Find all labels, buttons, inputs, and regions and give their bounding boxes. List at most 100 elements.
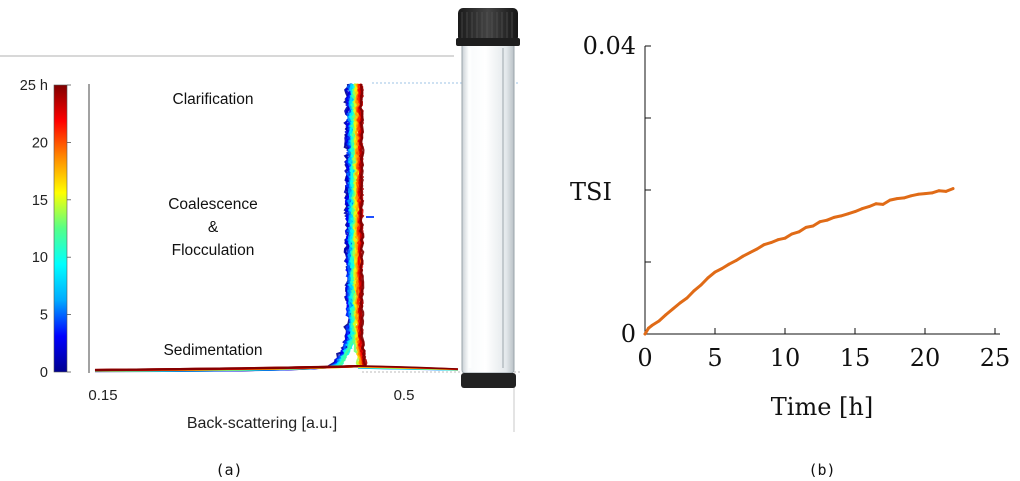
backscatter-peak-curve — [357, 365, 459, 370]
caption-a: (a) — [215, 461, 242, 479]
flocculation-label: Flocculation — [172, 242, 255, 259]
backscatter-profile-curve — [94, 83, 358, 372]
vial-cap-rim — [456, 38, 520, 46]
backscatter-profile-curve — [94, 83, 359, 372]
tsi-data-point — [720, 267, 724, 270]
tsi-data-point — [692, 289, 696, 293]
tsi-x-tick-label: 10 — [770, 344, 801, 372]
tsi-plot: 00.04 0 5 10 15 20 25 — [583, 32, 1011, 372]
tsi-data-point — [930, 191, 934, 195]
backscatter-profile-curve — [94, 83, 366, 372]
panel-a: 25 h 20 15 10 5 0 Clarification Coalescence &… — [0, 8, 520, 479]
tsi-data-point — [923, 192, 927, 196]
vial-base — [461, 373, 516, 388]
tsi-data-point — [874, 202, 878, 206]
tsi-x-tick-label: 15 — [840, 344, 871, 372]
backscatter-profile-curve — [94, 83, 367, 372]
backscatter-profile-curve — [94, 83, 361, 372]
tsi-x-tick-label: 5 — [707, 344, 722, 372]
tsi-x-tick-label: 20 — [910, 344, 941, 372]
backscatter-profile-curve — [94, 83, 358, 372]
backscatter-profile-curve — [94, 83, 363, 372]
tsi-data-point — [888, 198, 892, 202]
vial-cap — [458, 8, 518, 42]
tsi-x-axis-label: Time [h] — [771, 393, 873, 421]
backscatter-profile-curve — [94, 83, 360, 372]
tsi-data-point — [783, 236, 787, 240]
tsi-x-tick-label: 0 — [637, 344, 652, 372]
backscatter-profile-curve — [94, 83, 355, 372]
tsi-data-point — [657, 319, 661, 323]
tsi-data-point — [916, 192, 920, 196]
ampersand-label: & — [208, 219, 219, 236]
colorbar-tick-label: 0 — [40, 365, 48, 381]
tsi-data-point — [671, 307, 675, 311]
tsi-data-point — [818, 220, 822, 224]
backscatter-profile-curve — [94, 83, 355, 372]
x-tick-label-0.5: 0.5 — [394, 387, 415, 404]
tsi-data-point — [832, 216, 836, 219]
tsi-data-point — [811, 224, 815, 228]
backscatter-profile-curve — [94, 83, 354, 373]
tsi-data-points — [643, 187, 955, 336]
tsi-y-axis-label: TSI — [570, 178, 612, 206]
tsi-data-point — [748, 251, 752, 255]
tsi-data-point — [937, 189, 941, 193]
colorbar-tick-label: 5 — [40, 308, 48, 324]
backscattering-profiles — [94, 83, 459, 373]
tsi-data-point — [867, 205, 871, 209]
backscatter-profile-curve — [94, 83, 366, 372]
backscatter-profile-curve — [94, 83, 356, 372]
tsi-data-point — [769, 241, 773, 245]
backscatter-profile-curve — [94, 83, 366, 372]
tsi-data-point — [846, 212, 850, 216]
tsi-y-ticks: 00.04 — [583, 32, 651, 348]
tsi-data-point — [664, 313, 668, 316]
tsi-data-point — [650, 324, 654, 327]
panel-b: 00.04 0 5 10 15 20 25 TSI Time [h] (b) — [570, 32, 1010, 479]
tsi-data-point — [706, 276, 710, 280]
backscatter-profile-curve — [94, 83, 368, 372]
panel-a-x-axis-label: Back-scattering [a.u.] — [187, 415, 337, 432]
tsi-data-point — [804, 226, 808, 229]
sample-vial — [456, 8, 520, 388]
backscatter-profile-curve — [94, 83, 366, 372]
tsi-data-point — [881, 203, 885, 206]
tsi-data-point — [825, 218, 829, 222]
tsi-data-point — [699, 283, 703, 287]
tsi-data-point — [902, 196, 906, 200]
backscatter-profile-curve — [94, 83, 357, 372]
backscatter-profile-curve — [94, 83, 368, 372]
backscatter-profile-curve — [94, 83, 354, 373]
tsi-data-point — [944, 190, 948, 193]
tsi-data-point — [776, 238, 780, 242]
colorbar-tick-label: 15 — [32, 193, 48, 209]
x-tick-label-0.15: 0.15 — [88, 387, 117, 404]
tsi-data-point — [713, 270, 717, 274]
tsi-data-point — [741, 254, 745, 258]
tsi-data-point — [797, 230, 801, 234]
tsi-y-tick-label: 0.04 — [583, 32, 636, 60]
coalescence-label: Coalescence — [168, 196, 258, 213]
backscatter-profile-curve — [94, 83, 367, 372]
colorbar-ticks: 25 h 20 15 10 5 0 — [20, 78, 71, 381]
backscatter-profile-curve — [94, 83, 357, 372]
colorbar — [53, 84, 68, 373]
colorbar-tick-label: 20 — [32, 135, 48, 151]
tsi-data-point — [895, 197, 899, 201]
tsi-data-point — [909, 194, 913, 198]
clarification-label: Clarification — [173, 91, 254, 108]
vial-cap-ridges — [461, 12, 513, 38]
tsi-data-point — [762, 243, 766, 247]
tsi-data-point — [853, 210, 857, 214]
tsi-data-point — [734, 259, 738, 262]
tsi-data-point — [839, 214, 843, 218]
tsi-series-line — [643, 187, 955, 336]
caption-b: (b) — [808, 461, 835, 479]
tsi-y-tick-label: 0 — [621, 320, 636, 348]
sedimentation-label: Sedimentation — [163, 342, 262, 359]
tsi-data-point — [727, 262, 731, 266]
tsi-data-point — [951, 187, 955, 191]
backscatter-profile-curve — [94, 83, 364, 372]
